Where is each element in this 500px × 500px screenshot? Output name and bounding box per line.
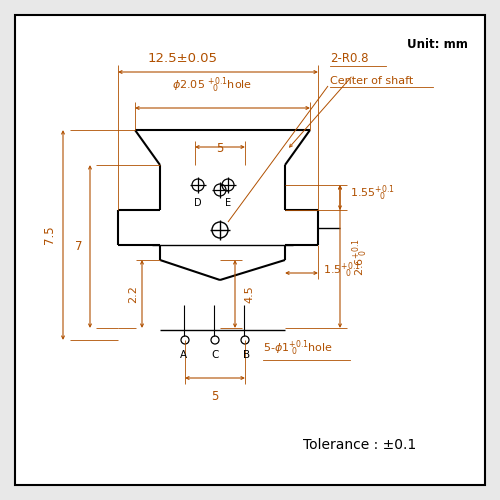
Text: $\phi$2.05 $^{+0.1}_{\ \ 0}$hole: $\phi$2.05 $^{+0.1}_{\ \ 0}$hole xyxy=(172,76,252,95)
Text: Center of shaft: Center of shaft xyxy=(330,76,413,86)
Text: 7.5: 7.5 xyxy=(43,226,56,244)
Text: Tolerance : ±0.1: Tolerance : ±0.1 xyxy=(304,438,416,452)
Text: 4.5: 4.5 xyxy=(244,285,254,303)
Text: 1.55$^{+0.1}_{\ \ 0}$: 1.55$^{+0.1}_{\ \ 0}$ xyxy=(350,183,395,203)
Text: A: A xyxy=(180,350,186,360)
Text: E: E xyxy=(225,198,231,208)
Text: B: B xyxy=(244,350,250,360)
Text: 12.5±0.05: 12.5±0.05 xyxy=(148,52,218,65)
Text: C: C xyxy=(212,350,218,360)
Text: D: D xyxy=(194,198,202,208)
Text: 5: 5 xyxy=(216,142,224,155)
Text: 2.6$^{+0.1}_{\ 0}$: 2.6$^{+0.1}_{\ 0}$ xyxy=(350,238,370,276)
Text: 2.2: 2.2 xyxy=(128,285,138,303)
Text: 5-$\phi$1$^{+0.1}_{\ 0}$hole: 5-$\phi$1$^{+0.1}_{\ 0}$hole xyxy=(263,338,333,358)
Text: Unit: mm: Unit: mm xyxy=(407,38,468,51)
Text: 1.5$^{+0.1}_{\ \ 0}$: 1.5$^{+0.1}_{\ \ 0}$ xyxy=(323,260,361,280)
Text: 7: 7 xyxy=(76,240,83,254)
Text: 5: 5 xyxy=(212,390,218,403)
Text: 2-R0.8: 2-R0.8 xyxy=(330,52,368,65)
